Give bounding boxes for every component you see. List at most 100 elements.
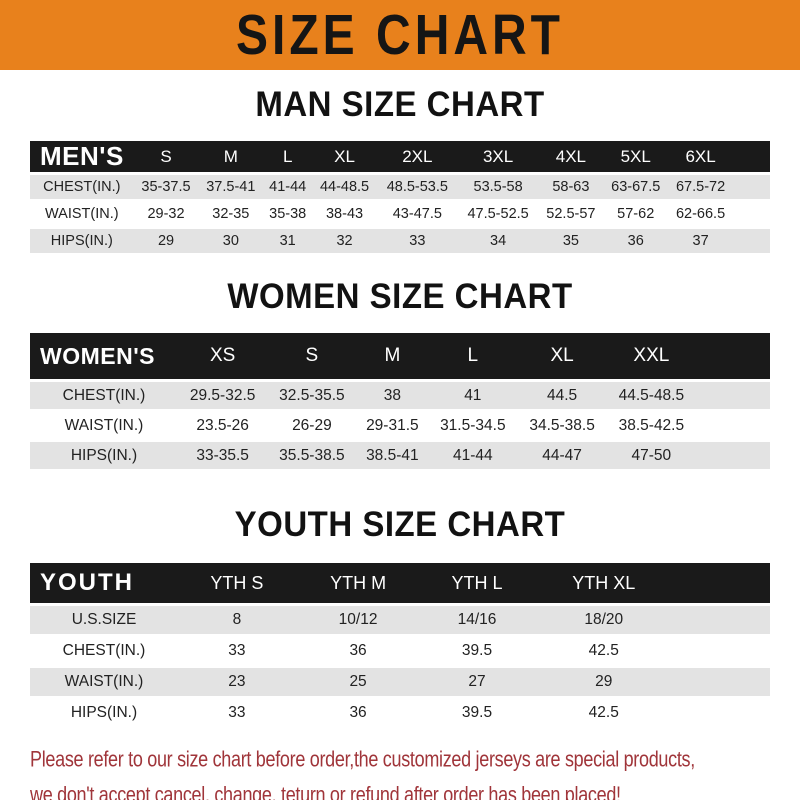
table-corner-label: MEN'S — [30, 141, 134, 172]
row-label: U.S.SIZE — [30, 606, 178, 634]
table-corner-label: WOMEN'S — [30, 333, 178, 379]
order-note-line-1: Please refer to our size chart before or… — [30, 746, 695, 772]
size-value-cell: 32.5-35.5 — [267, 382, 357, 409]
size-value-cell: 32 — [312, 229, 377, 253]
youth-size-section: YOUTH SIZE CHART YOUTH YTH S YTH M YTH L YTH… — [0, 472, 800, 730]
man-size-heading: MAN SIZE CHART — [0, 70, 800, 138]
size-value-cell: 25 — [295, 668, 421, 696]
size-value-cell: 10/12 — [295, 606, 421, 634]
size-value-cell: 29-32 — [133, 202, 199, 226]
size-value-cell: 41 — [428, 382, 518, 409]
table-row: U.S.SIZE 8 10/12 14/16 18/20 — [30, 606, 770, 634]
size-value-cell: 23 — [178, 668, 296, 696]
size-value-cell: 30 — [198, 229, 264, 253]
row-spacer — [673, 606, 770, 634]
row-label: CHEST(IN.) — [30, 382, 178, 409]
size-value-cell: 35-38 — [263, 202, 313, 226]
size-value-cell: 44-47 — [517, 442, 607, 469]
column-header: YTH M — [295, 563, 421, 603]
size-value-cell: 35.5-38.5 — [267, 442, 357, 469]
women-size-section: WOMEN SIZE CHART WOMEN'S XS S M L XL XXL CHEST(… — [0, 256, 800, 472]
size-value-cell: 44-48.5 — [312, 175, 377, 199]
column-header: 3XL — [457, 141, 539, 172]
column-header: XL — [517, 333, 607, 379]
row-spacer — [733, 229, 770, 253]
row-spacer — [673, 637, 770, 665]
row-label: HIPS(IN.) — [30, 229, 134, 253]
table-row: WAIST(IN.) 23.5-26 26-29 29-31.5 31.5-34.5 34… — [30, 412, 770, 439]
size-value-cell: 33-35.5 — [178, 442, 268, 469]
table-row: WAIST(IN.) 23 25 27 29 — [30, 668, 770, 696]
size-value-cell: 37 — [668, 229, 733, 253]
table-row: WAIST(IN.) 29-32 32-35 35-38 38-43 43-47.5 47.… — [30, 202, 770, 226]
youth-size-heading-text: YOUTH SIZE CHART — [234, 503, 566, 544]
size-value-cell: 33 — [178, 699, 296, 727]
table-row: HIPS(IN.) 33-35.5 35.5-38.5 38.5-41 41-44 44-… — [30, 442, 770, 469]
size-value-cell: 23.5-26 — [178, 412, 268, 439]
column-header: YTH L — [420, 563, 534, 603]
table-header-row: YOUTH YTH S YTH M YTH L YTH XL — [30, 563, 770, 603]
row-label: HIPS(IN.) — [30, 442, 178, 469]
size-value-cell: 43-47.5 — [376, 202, 458, 226]
column-header: XL — [312, 141, 377, 172]
women-size-table: WOMEN'S XS S M L XL XXL CHEST(IN.) 29.5-32.5 32.5… — [30, 330, 770, 472]
size-value-cell: 27 — [420, 668, 534, 696]
size-value-cell: 8 — [178, 606, 296, 634]
column-header: M — [198, 141, 264, 172]
size-value-cell: 53.5-58 — [457, 175, 539, 199]
table-row: CHEST(IN.) 33 36 39.5 42.5 — [30, 637, 770, 665]
size-value-cell: 38 — [356, 382, 429, 409]
header-spacer — [673, 563, 770, 603]
row-label: CHEST(IN.) — [30, 637, 178, 665]
men-size-table: MEN'S S M L XL 2XL 3XL 4XL 5XL 6XL CHEST(IN.) 35-37… — [30, 138, 770, 256]
size-value-cell: 41-44 — [263, 175, 313, 199]
size-value-cell: 44.5 — [517, 382, 607, 409]
table-corner-label: YOUTH — [30, 563, 178, 603]
size-value-cell: 32-35 — [198, 202, 264, 226]
row-label: WAIST(IN.) — [30, 412, 178, 439]
man-size-heading-text: MAN SIZE CHART — [255, 83, 545, 124]
size-chart-banner: SIZE CHART — [0, 0, 800, 70]
size-value-cell: 57-62 — [603, 202, 669, 226]
banner-title: SIZE CHART — [236, 3, 564, 67]
size-value-cell: 31 — [263, 229, 313, 253]
size-value-cell: 44.5-48.5 — [606, 382, 696, 409]
size-value-cell: 58-63 — [538, 175, 604, 199]
size-value-cell: 42.5 — [533, 637, 674, 665]
table-header-row: WOMEN'S XS S M L XL XXL — [30, 333, 770, 379]
size-value-cell: 47-50 — [606, 442, 696, 469]
column-header: 6XL — [668, 141, 733, 172]
row-spacer — [673, 699, 770, 727]
size-value-cell: 52.5-57 — [538, 202, 604, 226]
header-spacer — [696, 333, 770, 379]
youth-size-table: YOUTH YTH S YTH M YTH L YTH XL U.S.SIZE 8 10/12… — [30, 560, 770, 730]
size-value-cell: 18/20 — [533, 606, 674, 634]
size-value-cell: 35-37.5 — [133, 175, 199, 199]
size-value-cell: 63-67.5 — [603, 175, 669, 199]
row-label: CHEST(IN.) — [30, 175, 134, 199]
row-spacer — [733, 202, 770, 226]
column-header: YTH S — [178, 563, 296, 603]
size-value-cell: 29-31.5 — [356, 412, 429, 439]
table-row: HIPS(IN.) 29 30 31 32 33 34 35 36 37 — [30, 229, 770, 253]
order-note-line-2: we don't accept cancel, change, teturn o… — [30, 782, 621, 800]
man-size-section: MAN SIZE CHART MEN'S S M L XL 2XL 3XL 4XL 5XL 6XL… — [0, 70, 800, 256]
column-header: YTH XL — [533, 563, 674, 603]
size-value-cell: 29 — [133, 229, 199, 253]
column-header: XS — [178, 333, 268, 379]
size-value-cell: 39.5 — [420, 637, 534, 665]
row-label: HIPS(IN.) — [30, 699, 178, 727]
header-spacer — [733, 141, 770, 172]
size-value-cell: 38-43 — [312, 202, 377, 226]
column-header: L — [263, 141, 313, 172]
size-value-cell: 67.5-72 — [668, 175, 733, 199]
size-value-cell: 29.5-32.5 — [178, 382, 268, 409]
size-value-cell: 29 — [533, 668, 674, 696]
size-value-cell: 14/16 — [420, 606, 534, 634]
size-value-cell: 48.5-53.5 — [376, 175, 458, 199]
column-header: M — [356, 333, 429, 379]
size-value-cell: 35 — [538, 229, 604, 253]
table-row: HIPS(IN.) 33 36 39.5 42.5 — [30, 699, 770, 727]
size-value-cell: 31.5-34.5 — [428, 412, 518, 439]
size-value-cell: 34.5-38.5 — [517, 412, 607, 439]
